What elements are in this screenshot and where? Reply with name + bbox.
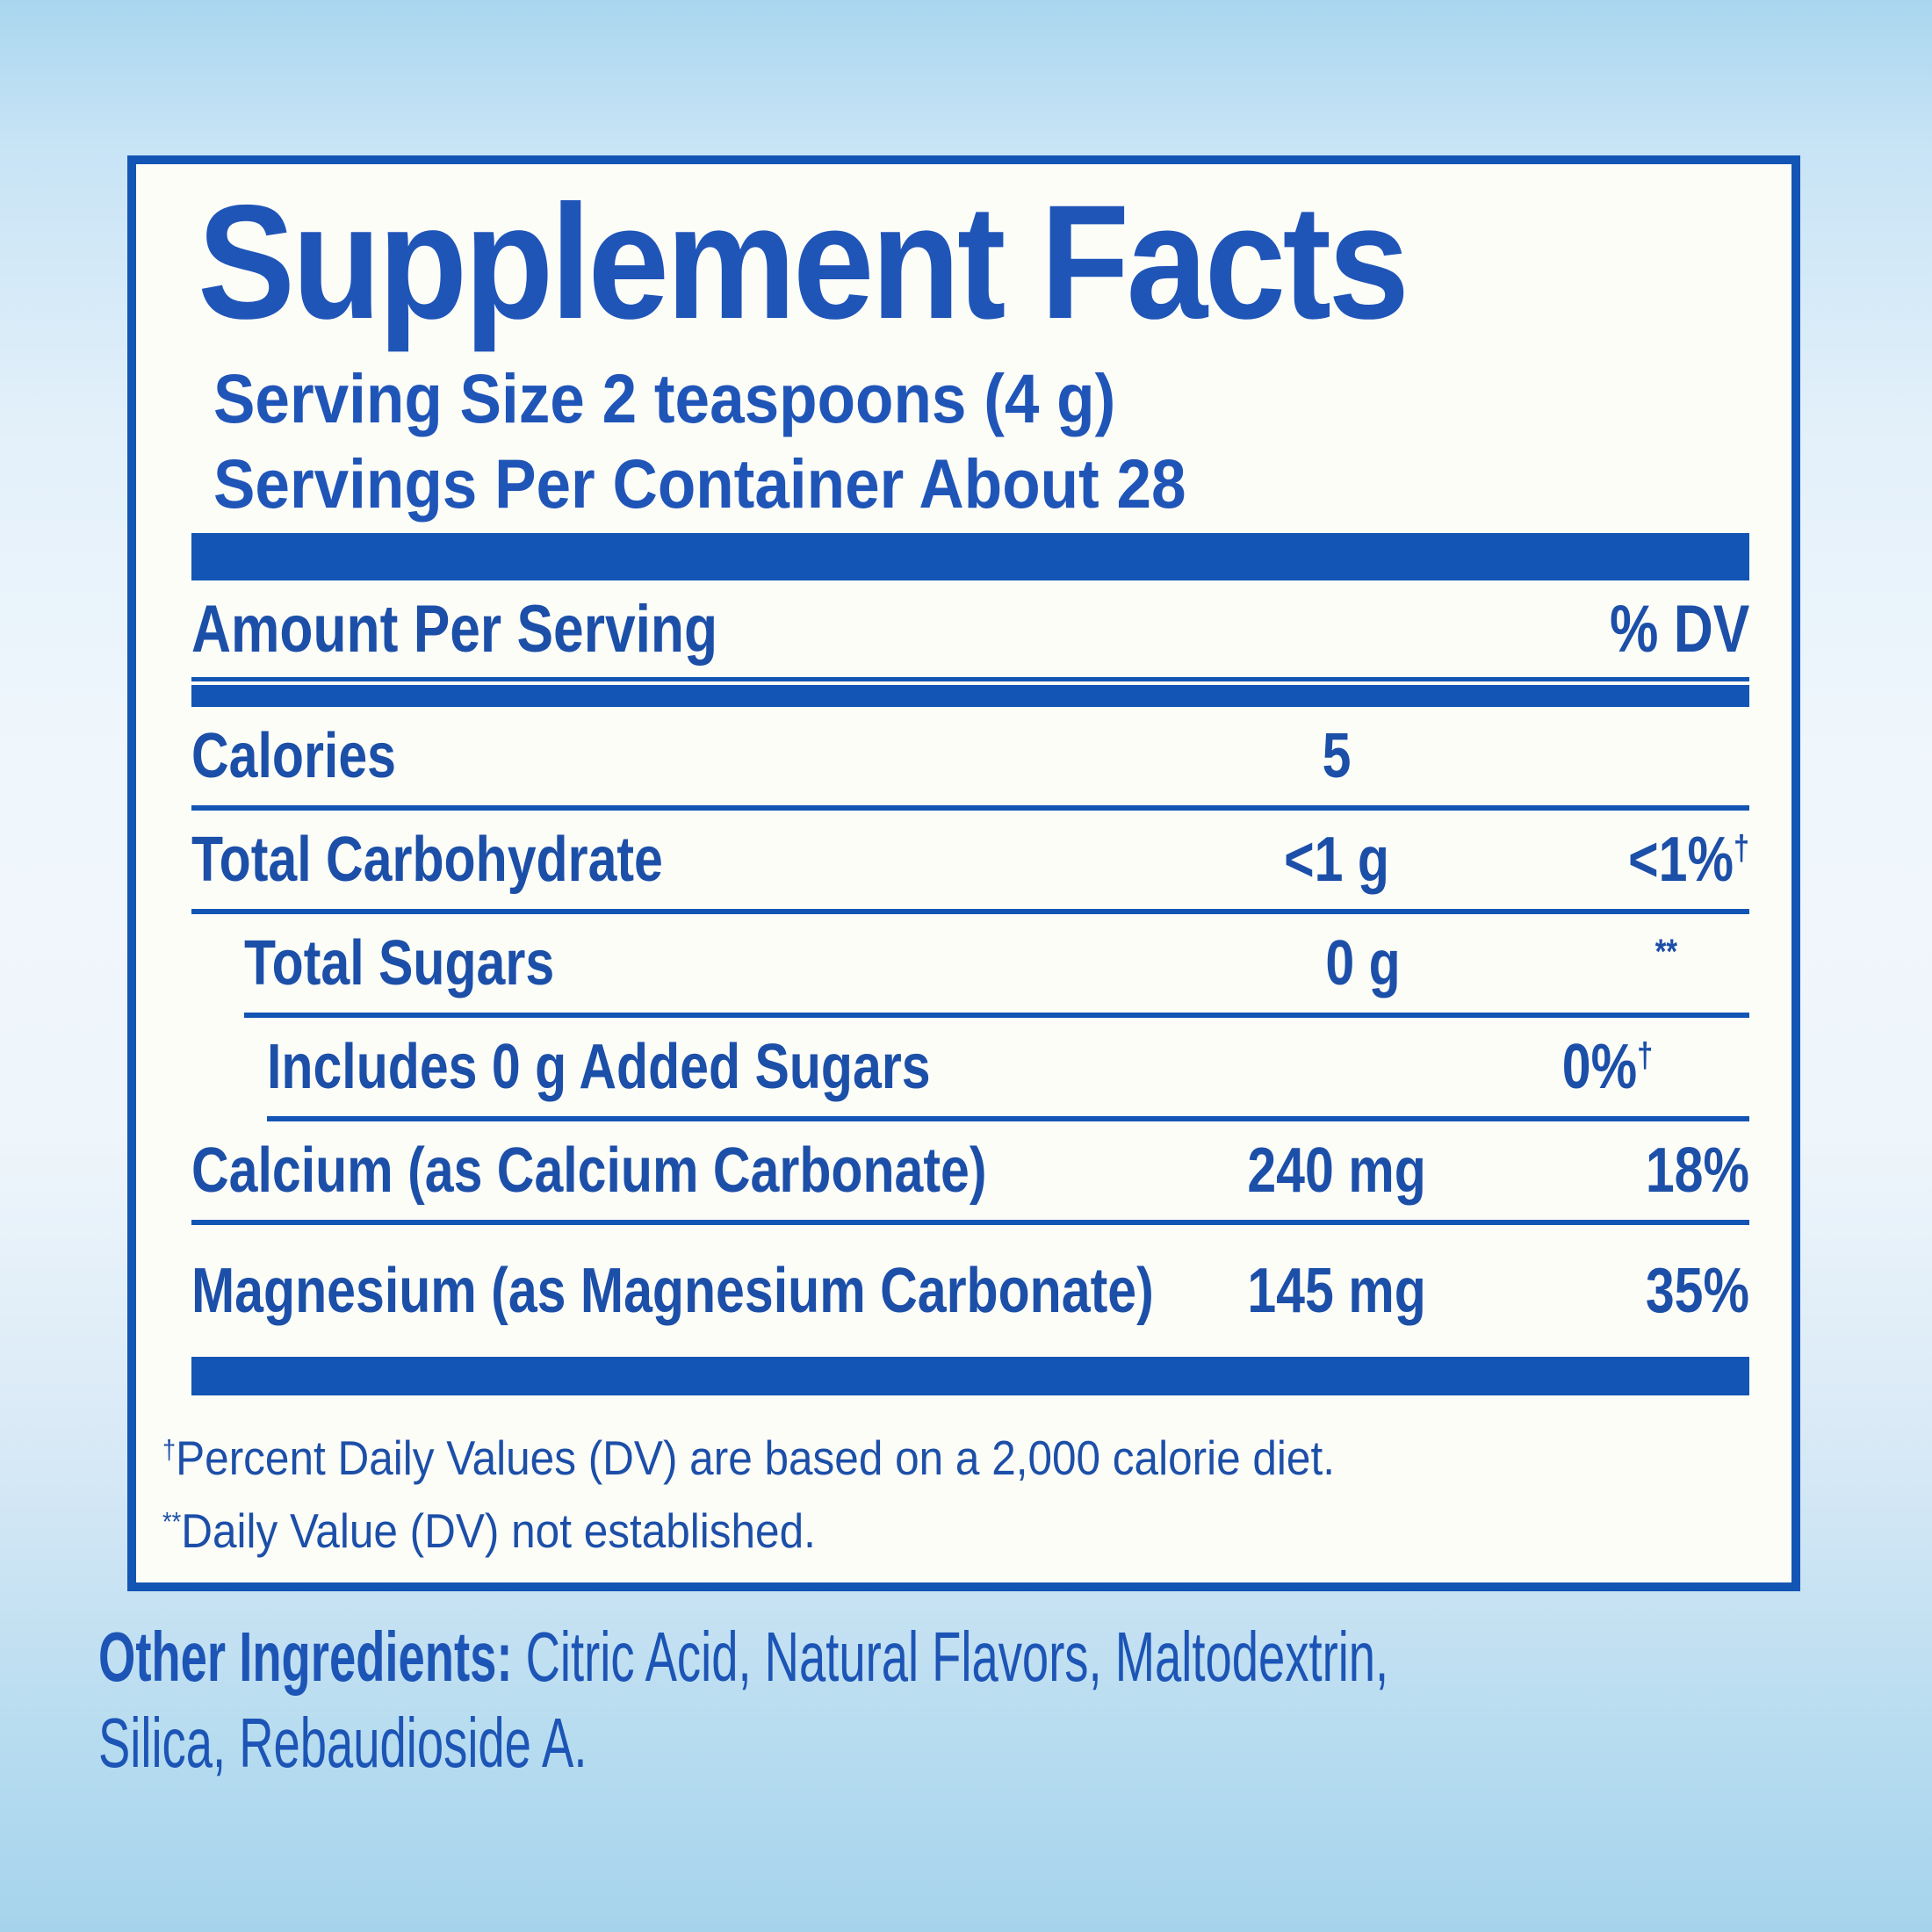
- dagger-footnote-marker: †: [162, 1435, 177, 1465]
- nutrition-table: Amount Per Serving % DV Calories 5 Total…: [191, 533, 1749, 1396]
- nutrient-label: Calories: [191, 721, 396, 792]
- servings-per-container-line: Servings Per Container About 28: [213, 443, 1186, 523]
- nutrient-dv: 0%†: [1561, 1032, 1654, 1103]
- other-ingredients-label: Other Ingredients:: [98, 1618, 513, 1696]
- asterisks-footnote-marker: **: [162, 1508, 182, 1538]
- footnote-dv-not-established: **Daily Value (DV) not established.: [162, 1503, 816, 1558]
- nutrient-label: Total Carbohydrate: [191, 825, 663, 896]
- table-bottom-bar: [191, 1357, 1749, 1396]
- serving-info: Serving Size 2 teaspoons (4 g) Servings …: [213, 357, 1749, 526]
- nutrient-row-total-sugars: Total Sugars 0 g **: [244, 914, 1749, 1019]
- header-divider-bar: [191, 677, 1749, 708]
- nutrient-amount: 0 g: [1325, 928, 1401, 999]
- other-ingredients-line1: Citric Acid, Natural Flavors, Maltodextr…: [512, 1618, 1389, 1696]
- nutrient-amount: 5: [1322, 721, 1352, 792]
- nutrient-row-total-carbohydrate: Total Carbohydrate <1 g <1%†: [191, 811, 1749, 915]
- asterisks-footnote-marker: **: [1654, 933, 1677, 972]
- percent-dv-header: % DV: [1609, 591, 1749, 667]
- dagger-footnote-marker: †: [1637, 1036, 1654, 1076]
- nutrient-row-added-sugars: Includes 0 g Added Sugars 0%†: [267, 1018, 1749, 1122]
- other-ingredients-line2: Silica, Rebaudioside A.: [98, 1703, 588, 1782]
- table-header-row: Amount Per Serving % DV: [191, 580, 1749, 677]
- footnote-daily-values: †Percent Daily Values (DV) are based on …: [162, 1431, 1335, 1486]
- nutrient-row-magnesium: Magnesium (as Magnesium Carbonate) 145 m…: [191, 1225, 1749, 1357]
- nutrient-dv: 18%: [1645, 1135, 1749, 1207]
- panel-title: Supplement Facts: [198, 172, 1409, 353]
- nutrient-amount: <1 g: [1284, 825, 1389, 896]
- amount-per-serving-header: Amount Per Serving: [191, 591, 718, 667]
- dagger-footnote-marker: †: [1733, 829, 1749, 869]
- nutrient-row-calories: Calories 5: [191, 707, 1749, 811]
- table-top-bar: [191, 533, 1749, 581]
- nutrient-label: Total Sugars: [244, 928, 555, 999]
- nutrient-amount: 240 mg: [1247, 1135, 1426, 1207]
- footnotes: †Percent Daily Values (DV) are based on …: [162, 1422, 1749, 1567]
- supplement-facts-panel: Supplement Facts Serving Size 2 teaspoon…: [127, 155, 1800, 1591]
- nutrient-label: Magnesium (as Magnesium Carbonate): [191, 1256, 1154, 1327]
- nutrient-dv: **: [1562, 927, 1749, 999]
- nutrient-row-calcium: Calcium (as Calcium Carbonate) 240 mg 18…: [191, 1121, 1749, 1226]
- other-ingredients: Other Ingredients: Citric Acid, Natural …: [98, 1614, 1932, 1785]
- nutrient-dv: <1%†: [1628, 825, 1749, 896]
- nutrient-dv: 35%: [1645, 1256, 1749, 1327]
- nutrient-label: Calcium (as Calcium Carbonate): [191, 1135, 987, 1207]
- nutrient-label: Includes 0 g Added Sugars: [267, 1032, 931, 1103]
- serving-size-line: Serving Size 2 teaspoons (4 g): [213, 359, 1116, 438]
- nutrient-amount: 145 mg: [1247, 1256, 1426, 1327]
